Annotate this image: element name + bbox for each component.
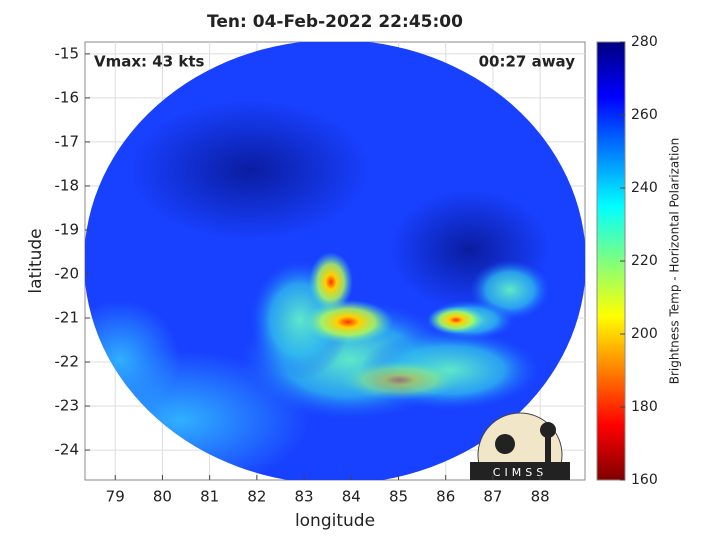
y-tick-label: -23 bbox=[55, 397, 80, 415]
y-tick-label: -15 bbox=[55, 44, 80, 62]
x-tick-label: 86 bbox=[436, 488, 455, 506]
y-tick-label: -18 bbox=[55, 176, 80, 194]
x-tick-label: 79 bbox=[106, 488, 125, 506]
x-tick-label: 85 bbox=[389, 488, 408, 506]
colorbar-label: Brightness Temp - Horizontal Polarizatio… bbox=[668, 138, 682, 385]
y-tick-label: -16 bbox=[55, 88, 80, 106]
x-tick-label: 87 bbox=[483, 488, 502, 506]
y-tick-label: -22 bbox=[55, 353, 80, 371]
annotation: 00:27 away bbox=[479, 53, 576, 71]
y-tick-label: -24 bbox=[55, 441, 80, 459]
x-tick-label: 82 bbox=[247, 488, 266, 506]
colorbar-tick-label: 220 bbox=[631, 253, 658, 269]
x-axis-label: longitude bbox=[295, 511, 375, 531]
y-tick-label: -20 bbox=[55, 264, 80, 282]
satellite-image: CIMSS bbox=[85, 42, 585, 480]
logo: CIMSS bbox=[470, 412, 570, 480]
chart-title: Ten: 04-Feb-2022 22:45:00 bbox=[207, 12, 463, 32]
colorbar-tick-label: 240 bbox=[631, 180, 658, 196]
x-tick-label: 83 bbox=[295, 488, 314, 506]
colorbar-tick-label: 260 bbox=[631, 107, 658, 123]
logo-text: CIMSS bbox=[493, 466, 547, 479]
colorbar-tick-label: 280 bbox=[631, 34, 658, 50]
colorbar-tick-label: 180 bbox=[631, 399, 658, 415]
x-tick-label: 84 bbox=[342, 488, 361, 506]
x-tick-label: 81 bbox=[200, 488, 219, 506]
y-axis-label: latitude bbox=[26, 228, 46, 293]
colorbar-tick-label: 200 bbox=[631, 326, 658, 342]
annotation: Vmax: 43 kts bbox=[94, 53, 204, 71]
x-tick-label: 80 bbox=[153, 488, 172, 506]
colorbar-tick-label: 160 bbox=[631, 472, 658, 488]
y-tick-label: -17 bbox=[55, 132, 80, 150]
y-tick-label: -21 bbox=[55, 309, 80, 327]
x-tick-label: 88 bbox=[531, 488, 550, 506]
y-tick-label: -19 bbox=[55, 220, 80, 238]
